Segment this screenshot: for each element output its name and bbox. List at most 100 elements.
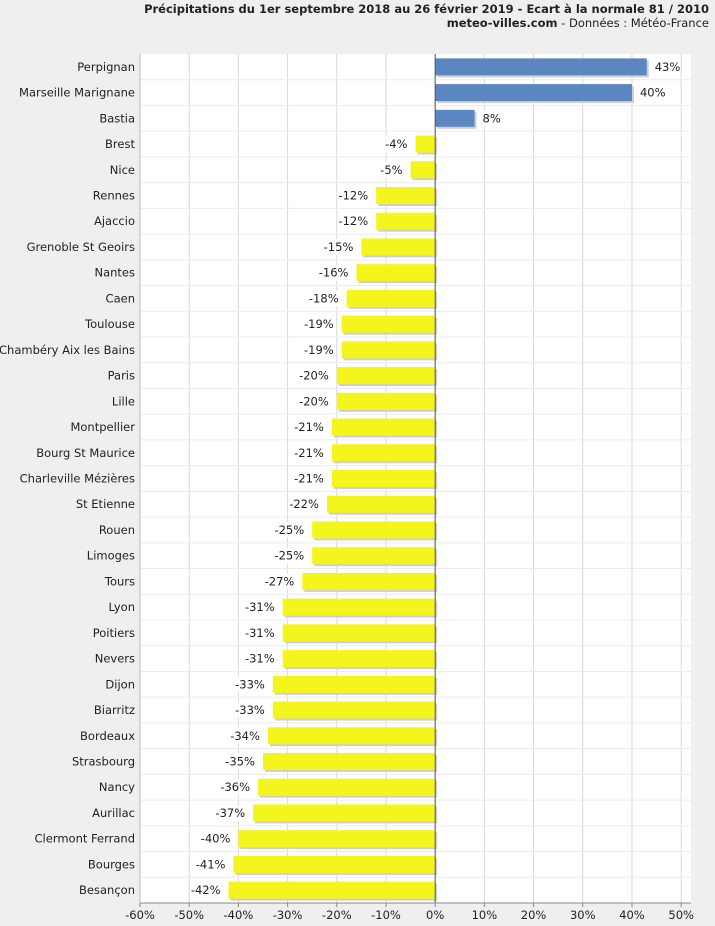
category-label: Poitiers <box>93 626 135 640</box>
category-label: Bastia <box>99 111 135 125</box>
bar[interactable] <box>272 701 436 719</box>
bar[interactable] <box>346 289 436 307</box>
bar[interactable] <box>336 367 436 385</box>
bar[interactable] <box>253 804 436 822</box>
data-label: -33% <box>235 677 265 691</box>
data-label-bg <box>338 213 371 230</box>
data-label: -5% <box>380 163 402 177</box>
bar[interactable] <box>282 624 436 642</box>
data-label-bg <box>289 496 321 513</box>
data-label: -22% <box>289 497 319 511</box>
data-label: -19% <box>304 317 334 331</box>
data-label-bg <box>245 599 277 616</box>
data-label: -34% <box>230 729 260 743</box>
bar[interactable] <box>331 418 436 436</box>
bar[interactable] <box>435 109 475 127</box>
bar[interactable] <box>331 470 436 487</box>
bar[interactable] <box>267 727 436 745</box>
bar[interactable] <box>233 855 436 873</box>
bar[interactable] <box>415 135 436 153</box>
category-label: Limoges <box>87 549 135 563</box>
category-label: Nice <box>110 163 135 177</box>
data-label-bg <box>294 419 326 436</box>
data-label-bg <box>265 573 297 590</box>
x-tick-label: 10% <box>472 908 498 922</box>
category-label: Nantes <box>94 266 135 280</box>
data-label: 8% <box>483 111 501 125</box>
bar[interactable] <box>258 778 436 796</box>
data-label-bg <box>191 882 223 899</box>
category-label: Nevers <box>95 652 135 666</box>
category-label: Montpellier <box>70 420 135 434</box>
data-label: -33% <box>235 703 265 717</box>
bar[interactable] <box>238 830 436 848</box>
data-label-bg <box>319 264 351 281</box>
data-label-bg <box>196 856 228 873</box>
category-label: Strasbourg <box>72 755 135 769</box>
data-label-bg <box>245 624 277 641</box>
data-label-bg <box>309 290 341 307</box>
data-label: -42% <box>191 883 221 897</box>
category-label: St Etienne <box>76 497 135 511</box>
data-label: -31% <box>245 600 275 614</box>
data-label: -27% <box>265 574 295 588</box>
category-label: Toulouse <box>84 317 135 331</box>
bar[interactable] <box>435 58 647 76</box>
source-site[interactable]: meteo-villes.com <box>446 16 558 30</box>
bar[interactable] <box>302 572 436 590</box>
data-label-bg <box>274 547 307 564</box>
data-label-bg <box>304 316 336 333</box>
bar[interactable] <box>331 444 436 462</box>
bar[interactable] <box>341 341 436 359</box>
data-label-bg <box>225 753 257 770</box>
bar[interactable] <box>282 598 436 616</box>
data-label-bg <box>385 136 410 153</box>
x-tick-label: 20% <box>521 908 547 922</box>
x-tick-label: -20% <box>322 908 352 922</box>
data-label: -31% <box>245 626 275 640</box>
data-label-bg <box>652 58 678 75</box>
source-credit: - Données : Météo-France <box>557 16 709 30</box>
x-tick-label: 50% <box>668 908 694 922</box>
data-label-bg <box>637 84 663 101</box>
category-label: Perpignan <box>77 60 135 74</box>
data-label-bg <box>338 187 371 204</box>
data-label-bg <box>201 830 233 847</box>
data-label-bg <box>480 110 499 127</box>
bar[interactable] <box>361 238 436 256</box>
x-tick-label: 0% <box>426 908 444 922</box>
bar[interactable] <box>341 315 436 333</box>
bar[interactable] <box>356 264 436 282</box>
data-label-bg <box>324 238 356 255</box>
bar[interactable] <box>262 753 436 770</box>
category-label: Bordeaux <box>80 729 135 743</box>
category-label: Ajaccio <box>94 214 135 228</box>
data-label-bg <box>230 727 262 744</box>
bar[interactable] <box>228 881 436 899</box>
bar[interactable] <box>336 392 436 410</box>
data-label: -35% <box>225 755 255 769</box>
bar[interactable] <box>376 212 436 230</box>
bar[interactable] <box>312 547 436 565</box>
category-label: Tours <box>104 574 135 588</box>
category-label: Biarritz <box>94 703 135 717</box>
category-label: Marseille Marignane <box>19 86 135 100</box>
bar[interactable] <box>312 521 436 539</box>
bar[interactable] <box>272 675 436 693</box>
data-label-bg <box>220 779 253 796</box>
data-label-bg <box>304 341 336 358</box>
data-label: 40% <box>640 86 666 100</box>
category-label: Chambéry Aix les Bains <box>0 343 135 357</box>
bar[interactable] <box>376 187 436 204</box>
data-label-bg <box>294 470 326 487</box>
category-label: Besançon <box>79 883 135 897</box>
bar[interactable] <box>282 650 436 668</box>
data-label-bg <box>235 702 267 719</box>
bar[interactable] <box>326 495 436 513</box>
category-label: Clermont Ferrand <box>35 832 135 846</box>
bar[interactable] <box>435 84 632 102</box>
data-label: -25% <box>274 549 304 563</box>
x-tick-label: 30% <box>570 908 596 922</box>
category-label: Lyon <box>109 600 135 614</box>
bar[interactable] <box>410 161 436 179</box>
